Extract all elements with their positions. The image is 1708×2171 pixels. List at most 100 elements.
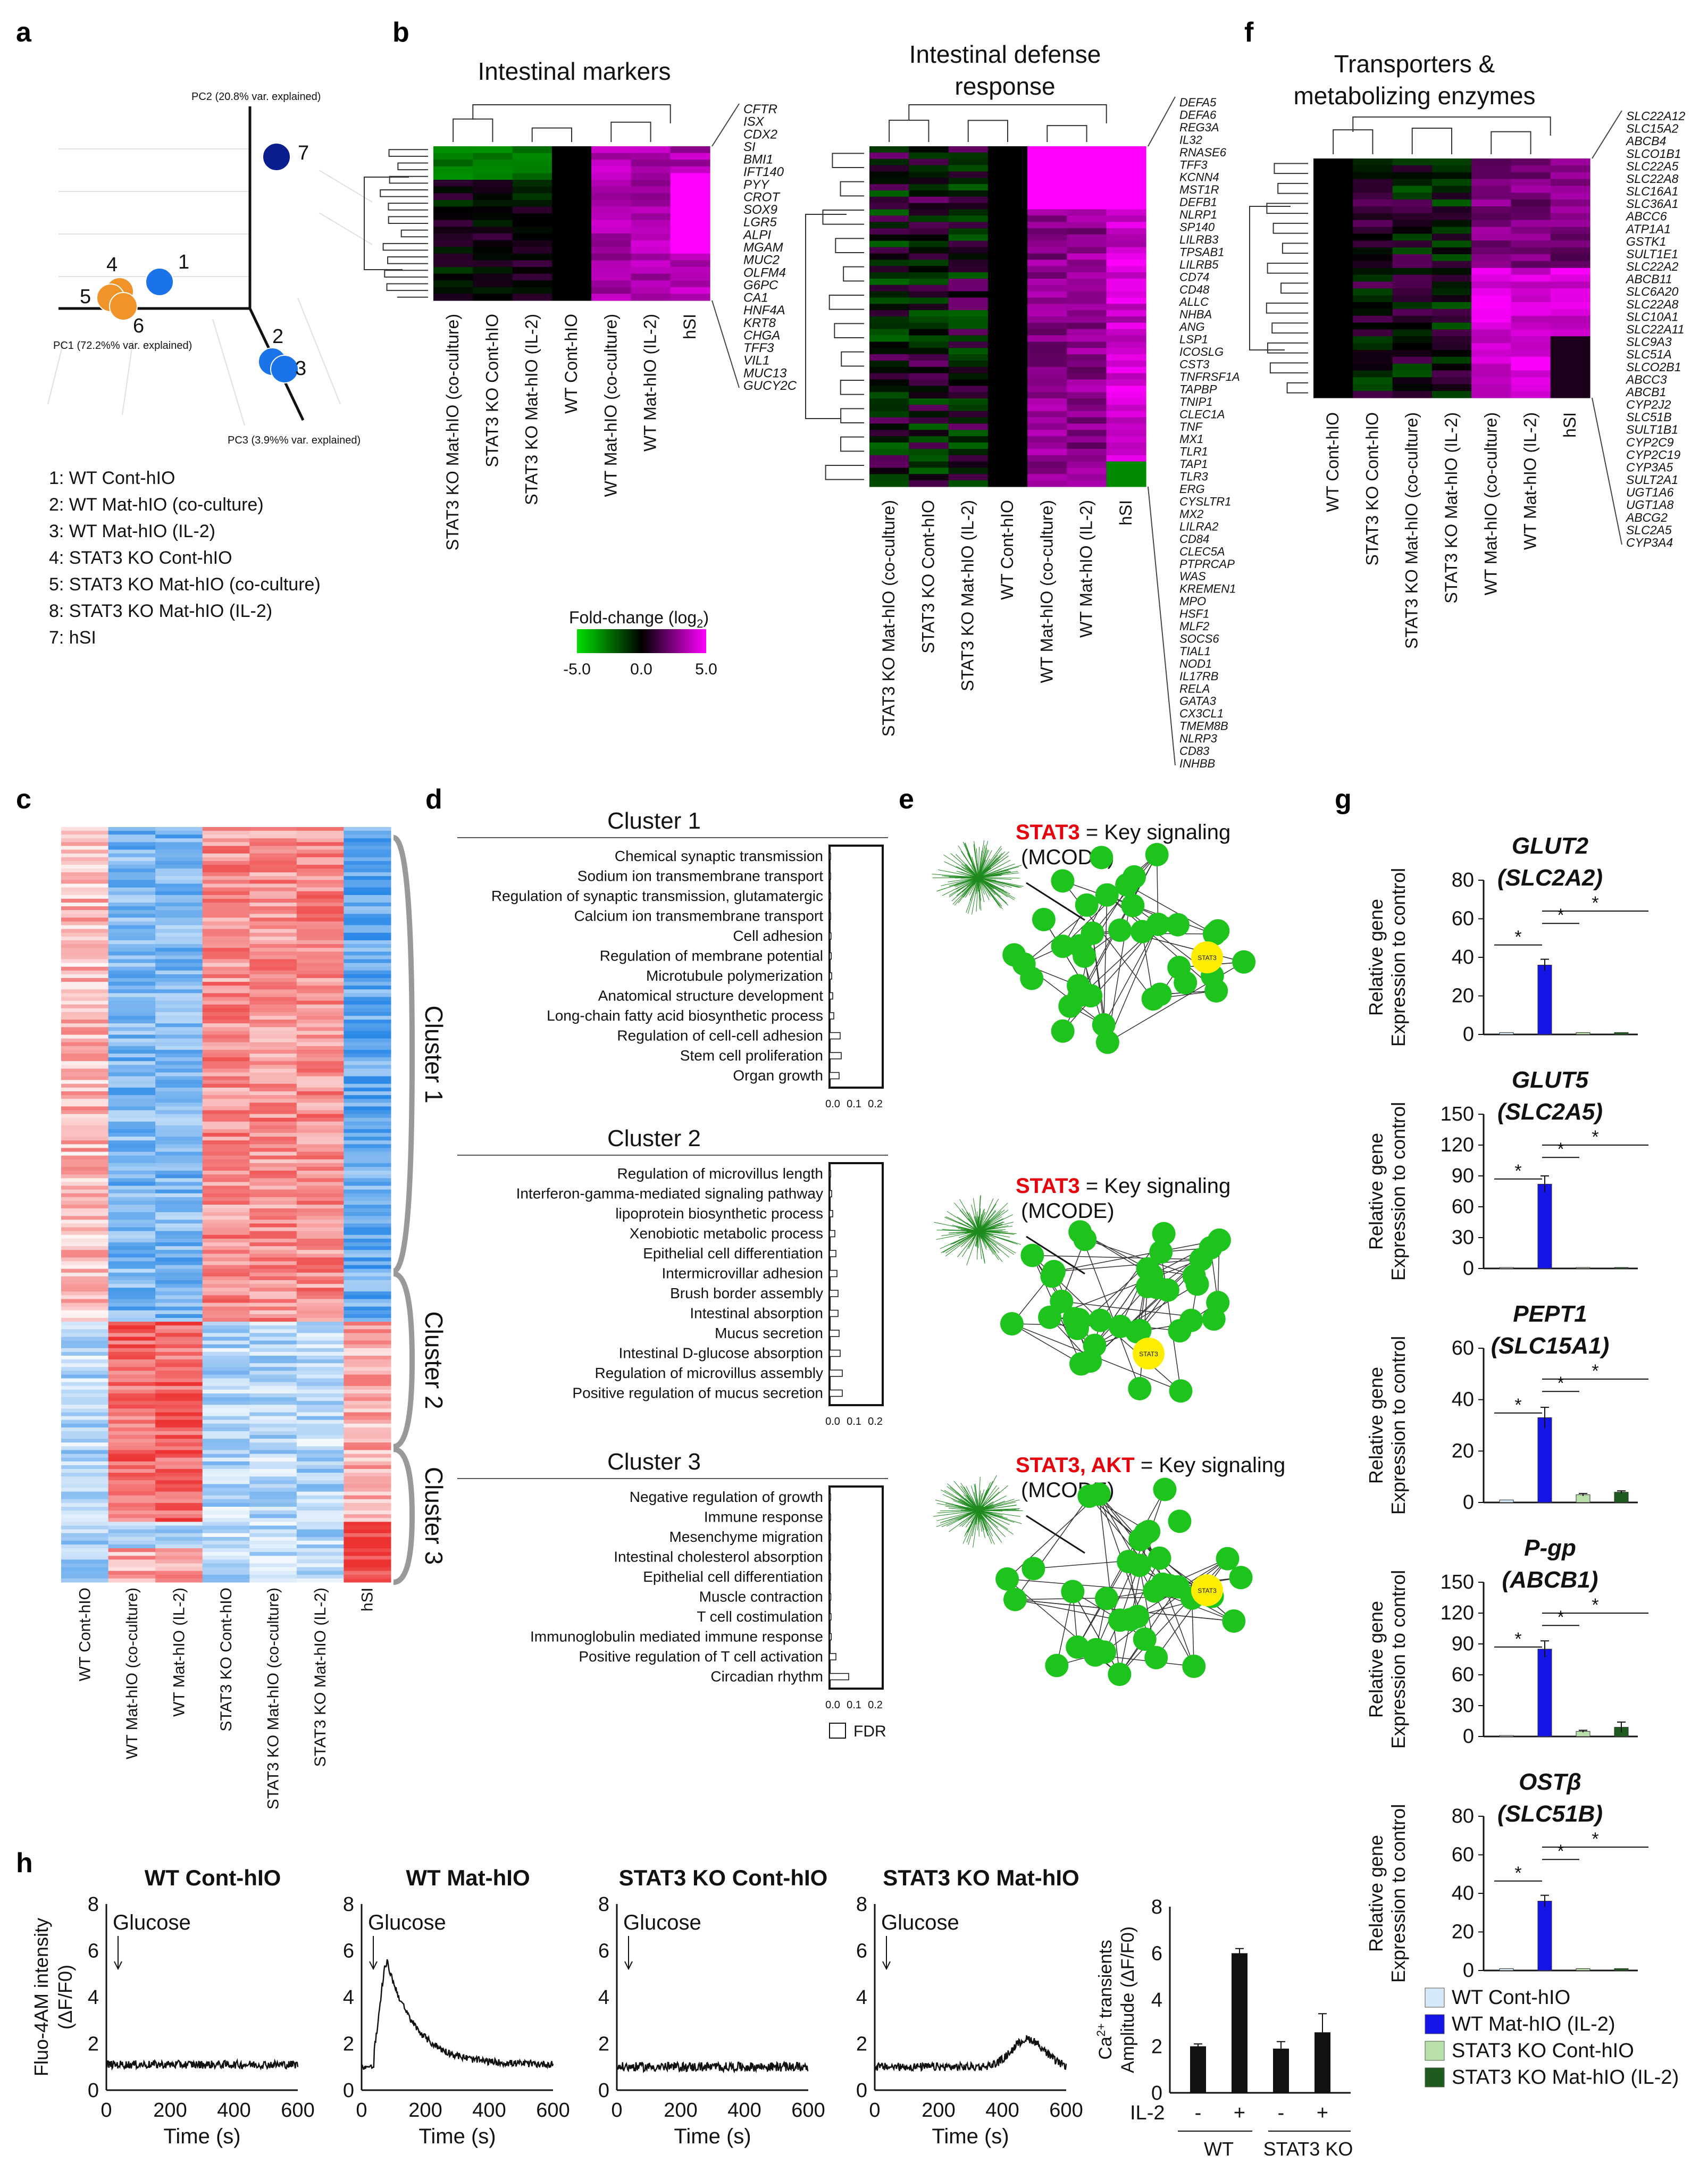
gene-label: NLRP1 [1179, 208, 1217, 221]
legend-label: STAT3 KO Mat-hIO (IL-2) [1452, 2066, 1679, 2089]
go-term: T cell costimulation [697, 1608, 823, 1625]
heatmap-cell [249, 1522, 297, 1526]
heatmap-cell [1027, 448, 1068, 456]
heatmap-cell [155, 917, 203, 922]
heatmap-cell [61, 997, 109, 1001]
heatmap-cell [202, 1000, 250, 1005]
heatmap-cell [296, 1571, 344, 1575]
heatmap-cell [61, 944, 109, 948]
heatmap-cell [202, 1212, 250, 1216]
heatmap-cell [155, 1401, 203, 1405]
heatmap-cell [344, 842, 391, 846]
heatmap-cell [155, 1246, 203, 1250]
heatmap-cell [551, 206, 592, 214]
heatmap-cell [344, 1137, 391, 1141]
heatmap-cell [249, 1318, 297, 1322]
heatmap-cell [1392, 281, 1433, 289]
heatmap-cell [155, 1325, 203, 1330]
column-label: STAT3 KO Mat-hIO (IL-2) [522, 314, 541, 505]
heatmap-cell [344, 1299, 391, 1304]
heatmap-cell [155, 1499, 203, 1504]
network-node [1144, 1646, 1168, 1669]
heatmap-cell [344, 1057, 391, 1062]
heatmap-cell [591, 227, 632, 234]
heatmap-cell [108, 1420, 156, 1424]
heatmap-cell [1392, 315, 1433, 323]
heatmap-cell [155, 1189, 203, 1194]
heatmap-cell [249, 1117, 297, 1122]
heatmap-cell [296, 1038, 344, 1043]
cluster-bracket [392, 835, 415, 1274]
heatmap-cell [202, 861, 250, 865]
heatmap-cell [344, 861, 391, 865]
heatmap-cell [433, 260, 473, 268]
heatmap-cell [344, 1389, 391, 1394]
heatmap-cell [202, 1208, 250, 1213]
heatmap-cell [249, 1106, 297, 1110]
heatmap-cell [61, 1140, 109, 1145]
heatmap-cell [202, 1423, 250, 1428]
heatmap-cell [61, 838, 109, 842]
heatmap-cell [948, 297, 989, 304]
heatmap-cell [344, 1382, 391, 1387]
cluster-bracket [393, 1447, 415, 1585]
heatmap-cell [344, 1272, 391, 1277]
heatmap-cell [869, 158, 909, 166]
heatmap-cell [344, 1280, 391, 1284]
heatmap-cell [433, 240, 473, 247]
heatmap-cell [1550, 377, 1590, 385]
heatmap-cell [344, 1465, 391, 1469]
gene-label: LGR5 [743, 215, 777, 230]
heatmap-cell [948, 190, 989, 197]
heatmap-cell [202, 1246, 250, 1250]
heatmap-cell [1067, 146, 1107, 153]
heatmap-cell [249, 1382, 297, 1387]
gene-label: SI [743, 140, 756, 154]
heatmap-cell [202, 1420, 250, 1424]
heatmap-cell [987, 291, 1028, 298]
heatmap-cell [1313, 199, 1353, 207]
heatmap-cell [473, 173, 513, 180]
heatmap-cell [61, 1378, 109, 1383]
bar [1499, 1499, 1514, 1503]
heatmap-cell [512, 227, 552, 234]
heatmap-cell [155, 1397, 203, 1401]
heatmap-cell [155, 1510, 203, 1515]
network-node [1152, 1222, 1176, 1246]
heatmap-cell [155, 857, 203, 862]
network-node [1081, 921, 1104, 945]
gene-label: TAP1 [1179, 457, 1208, 471]
heatmap-cell [202, 1412, 250, 1417]
heatmap-cell [296, 898, 344, 903]
heatmap-cell [591, 193, 632, 201]
heatmap-cell [296, 1133, 344, 1137]
heatmap-cell [249, 1004, 297, 1009]
heatmap-cell [344, 898, 391, 903]
heatmap-cell [296, 1027, 344, 1031]
heatmap-cell [987, 171, 1028, 178]
heatmap-cell [344, 1193, 391, 1198]
network-node [1073, 944, 1096, 968]
heatmap-cell [344, 1182, 391, 1186]
heatmap-cell [61, 970, 109, 975]
heatmap-cell [296, 1117, 344, 1122]
heatmap-cell [61, 1431, 109, 1435]
heatmap-cell [155, 1284, 203, 1288]
heatmap-cell [155, 876, 203, 880]
heatmap-cell [61, 1031, 109, 1035]
heatmap-cell [344, 1291, 391, 1296]
go-axis-tick: 0.0 [825, 1098, 840, 1110]
heatmap-cell [948, 455, 989, 462]
network-node [1095, 1586, 1119, 1610]
heatmap-cell [987, 304, 1028, 311]
heatmap-cell [344, 1393, 391, 1398]
heatmap-cell [61, 1216, 109, 1220]
heatmap-cell [202, 1265, 250, 1270]
heatmap-cell [1027, 455, 1068, 462]
heatmap-cell [344, 929, 391, 933]
trace-title: STAT3 KO Mat-hIO [883, 1865, 1079, 1890]
heatmap-cell [249, 978, 297, 982]
trace-title: WT Mat-hIO [406, 1865, 530, 1890]
calcium-y-label: Fluo-4AM intensity [30, 1918, 52, 2076]
